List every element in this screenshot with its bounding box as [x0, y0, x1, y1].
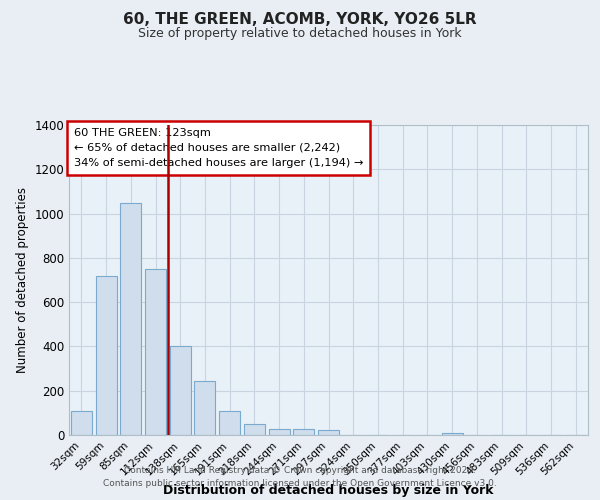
- Bar: [145, 269, 166, 435]
- Bar: [318, 430, 339, 435]
- Text: 60 THE GREEN: 123sqm
← 65% of detached houses are smaller (2,242)
34% of semi-de: 60 THE GREEN: 123sqm ← 65% of detached h…: [74, 128, 364, 168]
- Bar: [170, 346, 191, 435]
- Text: Contains HM Land Registry data © Crown copyright and database right 2024.
Contai: Contains HM Land Registry data © Crown c…: [103, 466, 497, 487]
- Text: 60, THE GREEN, ACOMB, YORK, YO26 5LR: 60, THE GREEN, ACOMB, YORK, YO26 5LR: [123, 12, 477, 28]
- Text: Size of property relative to detached houses in York: Size of property relative to detached ho…: [138, 28, 462, 40]
- Bar: [194, 381, 215, 435]
- Bar: [269, 429, 290, 435]
- Y-axis label: Number of detached properties: Number of detached properties: [16, 187, 29, 373]
- X-axis label: Distribution of detached houses by size in York: Distribution of detached houses by size …: [163, 484, 494, 496]
- Bar: [219, 410, 240, 435]
- Bar: [244, 424, 265, 435]
- Bar: [95, 276, 116, 435]
- Bar: [293, 429, 314, 435]
- Bar: [442, 433, 463, 435]
- Bar: [71, 411, 92, 435]
- Bar: [120, 202, 141, 435]
